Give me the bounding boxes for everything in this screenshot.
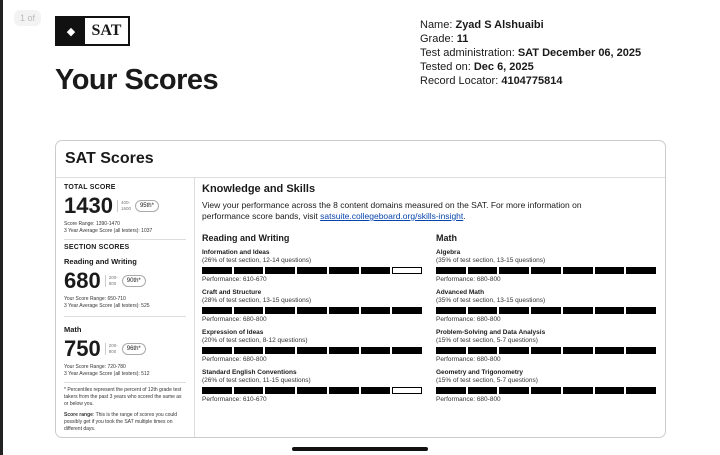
performance-segment (360, 267, 391, 274)
performance-segment (467, 387, 498, 394)
performance-bar (436, 347, 657, 354)
content-domain: Craft and Structure (28% of test section,… (202, 289, 423, 323)
performance-segment (531, 387, 561, 394)
performance-segment (436, 267, 466, 274)
performance-segment (265, 267, 296, 274)
score-summary: TOTAL SCORE 1430 400- 1600 95th* Score Ra… (56, 178, 195, 437)
knowledge-skills: Knowledge and Skills View your performan… (202, 183, 657, 409)
performance-segment (328, 267, 359, 274)
performance-segment (265, 307, 296, 314)
content-domain: Advanced Math (35% of test section, 13-15… (436, 289, 657, 323)
left-edge (0, 0, 3, 455)
performance-segment (392, 347, 423, 354)
performance-segment (202, 347, 232, 354)
performance-segment (233, 387, 264, 394)
content-domain: Geometry and Trigonometry (15% of test se… (436, 369, 657, 403)
performance-segment (297, 347, 327, 354)
performance-segment (626, 387, 657, 394)
page-indicator: 1 of (14, 10, 42, 26)
performance-segment (594, 267, 625, 274)
performance-segment (562, 387, 593, 394)
performance-segment (626, 347, 657, 354)
content-domain: Algebra (35% of test section, 13-15 quest… (436, 249, 657, 283)
acorn-icon: ◆ (57, 18, 85, 44)
percentile-badge: 95th* (134, 200, 159, 212)
performance-bar (436, 307, 657, 314)
performance-segment (392, 307, 423, 314)
performance-segment (202, 307, 232, 314)
content-domain: Problem-Solving and Data Analysis (15% of… (436, 329, 657, 363)
performance-segment (297, 387, 327, 394)
performance-bar (202, 307, 423, 314)
performance-segment (594, 347, 625, 354)
performance-bar (202, 387, 423, 394)
performance-segment (297, 267, 327, 274)
performance-segment (626, 307, 657, 314)
performance-segment (531, 267, 561, 274)
performance-segment (436, 307, 466, 314)
performance-segment (233, 347, 264, 354)
performance-segment (467, 307, 498, 314)
performance-segment (531, 347, 561, 354)
domain-column: Reading and Writing Information and Ideas… (202, 233, 423, 409)
section-score: Reading and Writing 680 200- 800 90th* Your… (64, 257, 150, 309)
performance-bar (202, 347, 423, 354)
performance-segment (360, 387, 391, 394)
performance-segment (328, 347, 359, 354)
performance-segment (202, 267, 232, 274)
performance-segment (499, 347, 530, 354)
performance-segment (392, 267, 423, 274)
performance-segment (265, 347, 296, 354)
card-title: SAT Scores (56, 141, 665, 178)
performance-bar (202, 267, 423, 274)
performance-segment (594, 387, 625, 394)
sat-logo: ◆ SAT (55, 16, 130, 46)
performance-segment (499, 307, 530, 314)
performance-segment (436, 347, 466, 354)
student-info: Name: Zyad S Alshuaibi Grade: 11 Test ad… (420, 19, 642, 87)
sat-scores-card: SAT Scores TOTAL SCORE 1430 400- 1600 95t… (55, 140, 666, 438)
skills-insight-link[interactable]: satsuite.collegeboard.org/skills-insight (320, 211, 464, 221)
performance-segment (265, 387, 296, 394)
performance-segment (328, 387, 359, 394)
home-indicator[interactable] (292, 447, 428, 451)
total-score: 1430 400- 1600 95th* (64, 193, 186, 219)
performance-bar (436, 267, 657, 274)
performance-segment (233, 267, 264, 274)
performance-segment (562, 267, 593, 274)
performance-segment (360, 347, 391, 354)
section-score: Math 750 200- 800 96th* Your Score Range: 7… (64, 316, 186, 378)
domain-column: Math Algebra (35% of test section, 13-15 q… (436, 233, 657, 409)
content-domain: Standard English Conventions (26% of test… (202, 369, 423, 403)
performance-segment (392, 387, 423, 394)
performance-segment (467, 347, 498, 354)
percentile-badge: 90th* (121, 275, 146, 287)
performance-segment (499, 387, 530, 394)
performance-segment (436, 387, 466, 394)
performance-segment (594, 307, 625, 314)
page-title: Your Scores (55, 64, 219, 96)
performance-segment (626, 267, 657, 274)
performance-segment (467, 267, 498, 274)
performance-segment (297, 307, 327, 314)
content-domain: Expression of Ideas (20% of test section,… (202, 329, 423, 363)
performance-segment (328, 307, 359, 314)
performance-bar (436, 387, 657, 394)
performance-segment (233, 307, 264, 314)
performance-segment (562, 307, 593, 314)
performance-segment (202, 387, 232, 394)
performance-segment (360, 307, 391, 314)
performance-segment (562, 347, 593, 354)
content-domain: Information and Ideas (26% of test sectio… (202, 249, 423, 283)
percentile-badge: 96th* (121, 343, 146, 355)
performance-segment (531, 307, 561, 314)
performance-segment (499, 267, 530, 274)
